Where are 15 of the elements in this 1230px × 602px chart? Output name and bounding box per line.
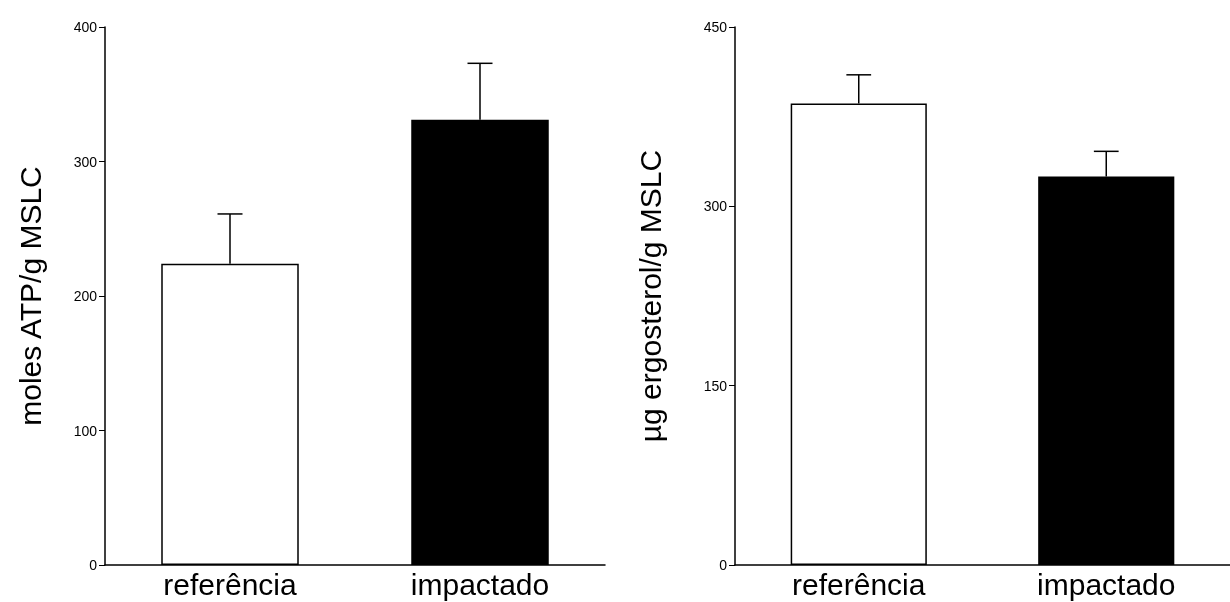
y-tick-label: 450: [703, 19, 728, 35]
y-tick-label: 200: [73, 288, 98, 304]
y-tick-label: 100: [73, 422, 98, 439]
x-tick-label: referência: [163, 567, 298, 601]
y-tick-label: 0: [89, 557, 98, 573]
x-tick-label: impactado: [1037, 567, 1176, 601]
x-tick-label: referência: [792, 567, 926, 601]
y-tick-label: 150: [703, 377, 728, 394]
y-tick-label: 400: [73, 19, 98, 35]
y-tick-label: 300: [703, 198, 728, 215]
y-tick-label: 300: [73, 153, 98, 170]
y-tick-label: 0: [719, 557, 728, 573]
y-axis-title: µg ergosterol/g MSLC: [633, 149, 667, 443]
y-axis-title: moles ATP/g MSLC: [13, 166, 47, 426]
x-tick-label: impactado: [410, 567, 550, 601]
